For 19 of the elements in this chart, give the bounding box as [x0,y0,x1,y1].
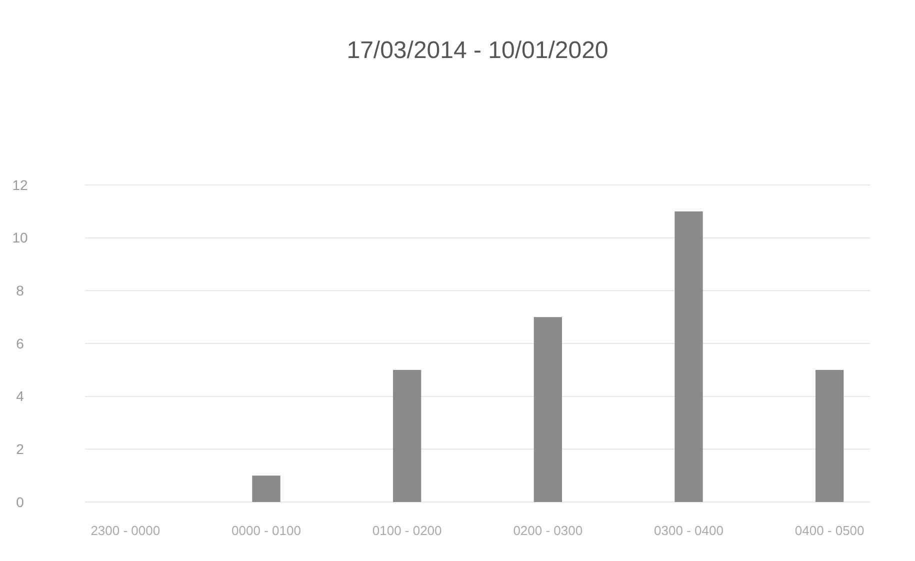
y-tick-label: 10 [12,230,28,246]
y-tick-label: 2 [16,441,24,458]
x-tick-label: 0100 - 0200 [372,523,442,538]
y-tick-label: 12 [12,176,28,193]
bar [393,370,422,502]
bar [534,317,562,502]
x-tick-label: 0000 - 0100 [232,523,301,538]
y-tick-label: 0 [16,494,24,510]
y-tick-label: 4 [16,388,24,404]
chart-title: 17/03/2014 - 10/01/2020 [346,37,608,64]
x-tick-label: 2300 - 0000 [90,523,160,538]
y-tick-label: 6 [16,335,24,352]
x-tick-label: 0400 - 0500 [794,523,864,538]
y-tick-label: 8 [16,282,24,299]
bar [674,211,703,502]
x-tick-label: 0200 - 0300 [513,523,583,538]
x-tick-label: 0300 - 0400 [654,523,724,538]
bar [816,370,844,502]
bar [252,476,280,502]
